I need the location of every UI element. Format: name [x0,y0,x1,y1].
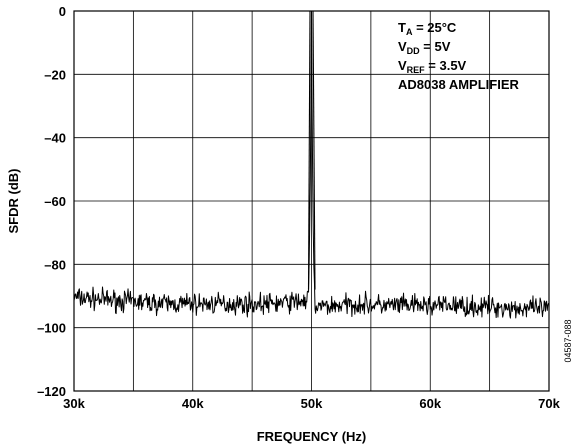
peak-line-left [307,10,311,290]
y-tick-label: –20 [44,67,66,82]
y-tick-label: –100 [37,321,66,336]
y-tick-label: 0 [59,4,66,19]
x-tick-label: 40k [182,396,204,411]
x-axis-label: FREQUENCY (Hz) [257,429,367,444]
condition-line: VDD = 5V [398,39,451,56]
grid [74,11,549,391]
y-tick-label: –40 [44,131,66,146]
peak-line-right [312,10,316,290]
condition-line: VREF = 3.5V [398,58,467,75]
y-tick-labels: 0 –20 –40 –60 –80 –100 –120 [37,4,66,399]
y-axis-label: SFDR (dB) [6,169,21,234]
condition-line: TA = 25°C [398,20,457,37]
y-tick-label: –60 [44,194,66,209]
figure-id: 04587-088 [563,319,573,362]
conditions-annotation: TA = 25°C VDD = 5V VREF = 3.5V AD8038 AMPLI… [398,20,519,92]
y-tick-label: –120 [37,384,66,399]
condition-line: AD8038 AMPLIFIER [398,77,519,92]
y-tick-label: –80 [44,257,66,272]
plot-frame [73,10,550,392]
x-tick-label: 60k [419,396,441,411]
x-tick-label: 50k [301,396,323,411]
x-tick-label: 30k [63,396,85,411]
x-tick-label: 70k [538,396,560,411]
x-tick-labels: 30k 40k 50k 60k 70k [63,396,560,411]
